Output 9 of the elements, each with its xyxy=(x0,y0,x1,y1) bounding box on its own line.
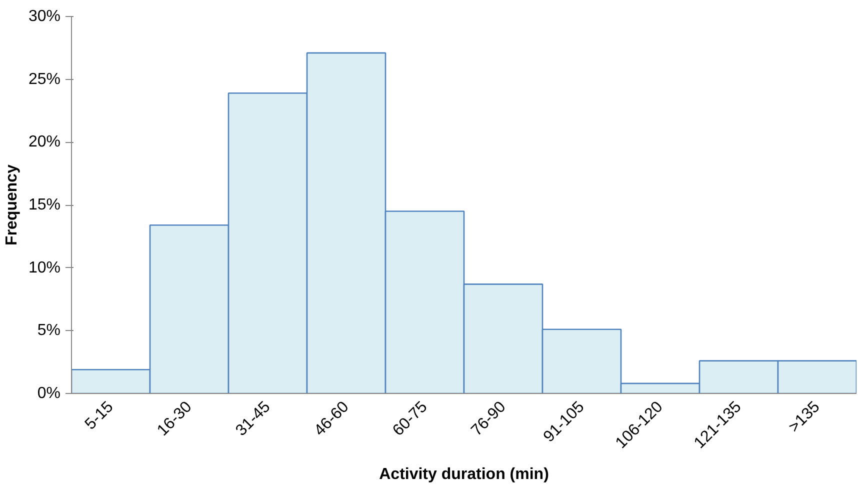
y-tick-label: 25% xyxy=(28,70,61,88)
y-axis-title: Frequency xyxy=(3,164,20,246)
y-tick-label: 0% xyxy=(37,385,60,402)
y-tick-label: 20% xyxy=(28,134,61,151)
y-tick-label: 5% xyxy=(37,322,60,340)
y-tick-label: 10% xyxy=(28,259,61,276)
y-tick-label: 30% xyxy=(28,8,61,25)
y-tick-label: 15% xyxy=(28,196,61,214)
x-axis-title: Activity duration (min) xyxy=(379,466,549,484)
